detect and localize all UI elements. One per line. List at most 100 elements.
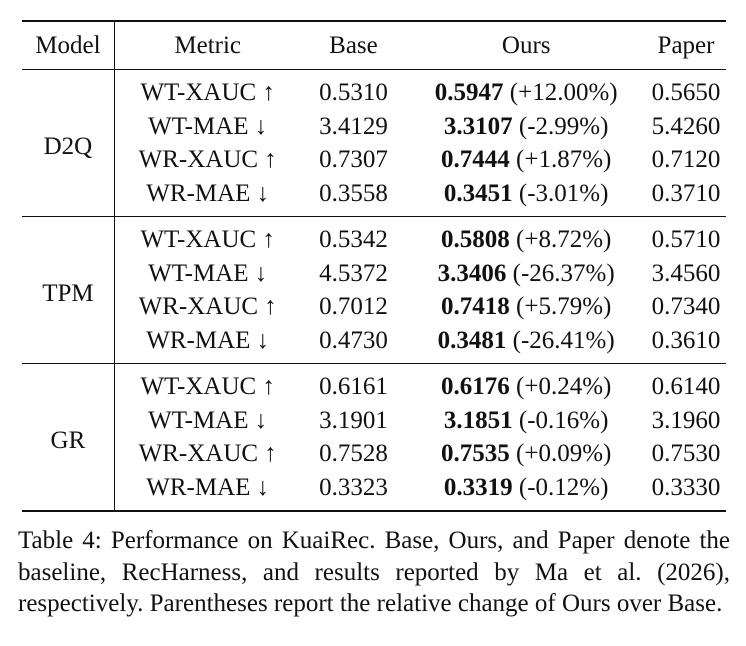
model-name: D2Q: [22, 69, 115, 217]
table-row: WR-XAUC ↑ 0.7012 0.7418 (+5.79%) 0.7340: [22, 290, 726, 324]
table-row: D2Q WT-XAUC ↑ 0.5310 0.5947 (+12.00%) 0.…: [22, 69, 726, 217]
header-ours: Ours: [501, 32, 551, 59]
base-cell: 0.5310: [319, 79, 388, 107]
metric-cell: WR-XAUC ↑: [138, 293, 277, 321]
ours-cell: 3.3107 (-2.99%): [406, 110, 646, 144]
ours-best-value: 0.3481: [437, 326, 507, 354]
ours-change: (-3.01%): [518, 179, 609, 207]
paper-cell: 3.4560: [651, 259, 721, 287]
metric-cell: WT-MAE ↓: [148, 259, 268, 287]
table-row: WR-MAE ↓ 0.3323 0.3319 (-0.12%) 0.3330: [22, 471, 726, 512]
ours-change: (-0.12%): [518, 473, 609, 501]
base-cell: 0.5342: [319, 226, 388, 254]
ours-best-value: 3.3406: [437, 259, 507, 287]
group-gr: GR WT-XAUC ↑ 0.6161 0.6176 (+0.24%) 0.61…: [22, 363, 726, 512]
table-row: TPM WT-XAUC ↑ 0.5342 0.5808 (+8.72%) 0.5…: [22, 216, 726, 364]
ours-cell: 0.5947 (+12.00%): [406, 70, 646, 110]
ours-change: (+5.79%): [516, 293, 612, 321]
metric-cell: WT-XAUC ↑: [140, 373, 275, 401]
paper-cell: 0.5710: [651, 226, 721, 254]
table-caption: Table 4: Performance on KuaiRec. Base, O…: [18, 527, 730, 617]
paper-cell: 0.7120: [651, 146, 721, 174]
metric-cell: WT-MAE ↓: [148, 406, 268, 434]
ours-best-value: 3.3107: [443, 112, 513, 140]
base-cell: 0.7012: [319, 293, 388, 321]
metric-cell: WR-XAUC ↑: [138, 440, 277, 468]
metric-cell: WR-XAUC ↑: [138, 146, 277, 174]
base-cell: 0.7528: [319, 440, 388, 468]
ours-best-value: 0.3319: [443, 473, 513, 501]
ours-best-value: 0.7418: [441, 293, 510, 321]
table-row: WR-XAUC ↑ 0.7528 0.7535 (+0.09%) 0.7530: [22, 437, 726, 471]
base-cell: 0.3323: [319, 473, 388, 501]
ours-change: (+0.09%): [516, 440, 612, 468]
group-tpm: TPM WT-XAUC ↑ 0.5342 0.5808 (+8.72%) 0.5…: [22, 216, 726, 364]
table-header: Model Metric Base Ours Paper: [22, 21, 726, 70]
metric-cell: WR-MAE ↓: [146, 179, 270, 207]
results-table: Model Metric Base Ours Paper D2Q WT-XAUC…: [22, 20, 726, 512]
metric-cell: WR-MAE ↓: [146, 326, 270, 354]
base-cell: 0.7307: [319, 146, 388, 174]
table-row: WR-MAE ↓ 0.3558 0.3451 (-3.01%) 0.3710: [22, 177, 726, 217]
ours-cell: 0.3319 (-0.12%): [406, 471, 646, 512]
base-cell: 0.3558: [319, 179, 388, 207]
ours-change: (+8.72%): [516, 226, 612, 254]
table-row: WT-MAE ↓ 3.1901 3.1851 (-0.16%) 3.1960: [22, 404, 726, 438]
ours-change: (-0.16%): [518, 406, 609, 434]
base-cell: 0.6161: [319, 373, 388, 401]
header-row: Model Metric Base Ours Paper: [22, 21, 726, 70]
ours-best-value: 0.3451: [443, 179, 513, 207]
paper-cell: 3.1960: [651, 406, 721, 434]
ours-best-value: 0.7535: [441, 440, 510, 468]
ours-best-value: 0.7444: [441, 146, 510, 174]
header-base: Base: [329, 32, 378, 59]
ours-cell: 3.1851 (-0.16%): [406, 404, 646, 438]
table-row: GR WT-XAUC ↑ 0.6161 0.6176 (+0.24%) 0.61…: [22, 363, 726, 511]
paper-cell: 5.4260: [651, 112, 721, 140]
ours-best-value: 3.1851: [443, 406, 513, 434]
ours-cell: 0.6176 (+0.24%): [406, 364, 646, 404]
ours-best-value: 0.6176: [441, 373, 510, 401]
ours-change: (+1.87%): [516, 146, 612, 174]
paper-cell: 0.5650: [651, 79, 721, 107]
base-cell: 4.5372: [319, 259, 388, 287]
paper-cell: 0.3610: [651, 326, 721, 354]
metric-cell: WT-XAUC ↑: [140, 79, 275, 107]
model-name: TPM: [22, 216, 115, 364]
header-metric: Metric: [174, 32, 242, 59]
table-row: WR-XAUC ↑ 0.7307 0.7444 (+1.87%) 0.7120: [22, 143, 726, 177]
paper-cell: 0.3330: [651, 473, 721, 501]
results-table-container: Model Metric Base Ours Paper D2Q WT-XAUC…: [22, 20, 726, 512]
ours-cell: 0.3481 (-26.41%): [406, 324, 646, 364]
ours-cell: 0.7418 (+5.79%): [406, 290, 646, 324]
metric-cell: WT-MAE ↓: [148, 112, 268, 140]
ours-change: (-26.41%): [512, 326, 615, 354]
ours-change: (-2.99%): [518, 112, 609, 140]
base-cell: 3.1901: [319, 406, 388, 434]
table-row: WR-MAE ↓ 0.4730 0.3481 (-26.41%) 0.3610: [22, 324, 726, 364]
header-model: Model: [22, 21, 115, 70]
ours-best-value: 0.5947: [434, 79, 504, 107]
paper-cell: 0.7340: [651, 293, 721, 321]
ours-change: (-26.37%): [512, 259, 615, 287]
ours-cell: 0.3451 (-3.01%): [406, 177, 646, 217]
ours-best-value: 0.5808: [441, 226, 510, 254]
ours-cell: 3.3406 (-26.37%): [406, 257, 646, 291]
table-row: WT-MAE ↓ 4.5372 3.3406 (-26.37%) 3.4560: [22, 257, 726, 291]
ours-cell: 0.7535 (+0.09%): [406, 437, 646, 471]
ours-change: (+0.24%): [516, 373, 612, 401]
paper-cell: 0.7530: [651, 440, 721, 468]
table-row: WT-MAE ↓ 3.4129 3.3107 (-2.99%) 5.4260: [22, 110, 726, 144]
header-paper: Paper: [657, 32, 715, 59]
ours-cell: 0.5808 (+8.72%): [406, 217, 646, 257]
paper-cell: 0.3710: [651, 179, 721, 207]
base-cell: 0.4730: [319, 326, 388, 354]
metric-cell: WT-XAUC ↑: [140, 226, 275, 254]
metric-cell: WR-MAE ↓: [146, 473, 270, 501]
base-cell: 3.4129: [319, 112, 388, 140]
group-d2q: D2Q WT-XAUC ↑ 0.5310 0.5947 (+12.00%) 0.…: [22, 69, 726, 217]
model-name: GR: [22, 363, 115, 511]
ours-cell: 0.7444 (+1.87%): [406, 143, 646, 177]
paper-cell: 0.6140: [651, 373, 721, 401]
ours-change: (+12.00%): [509, 79, 618, 107]
